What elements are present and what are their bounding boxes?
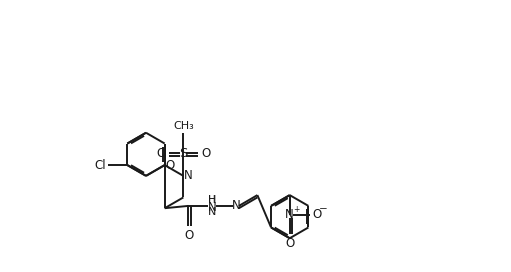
Text: O: O [184,230,194,242]
Text: S: S [179,147,188,160]
Text: −: − [319,204,328,214]
Text: O: O [313,208,322,221]
Text: O: O [285,237,294,250]
Text: H: H [208,195,216,205]
Text: O: O [166,159,175,172]
Text: N: N [231,199,240,212]
Text: O: O [201,147,211,160]
Text: N: N [208,201,217,214]
Text: N: N [285,208,294,221]
Text: CH₃: CH₃ [173,121,194,131]
Text: Cl: Cl [95,159,106,172]
Text: N: N [184,169,193,182]
Text: H
N: H N [208,195,216,217]
Text: +: + [293,205,299,214]
Text: O: O [156,147,166,160]
